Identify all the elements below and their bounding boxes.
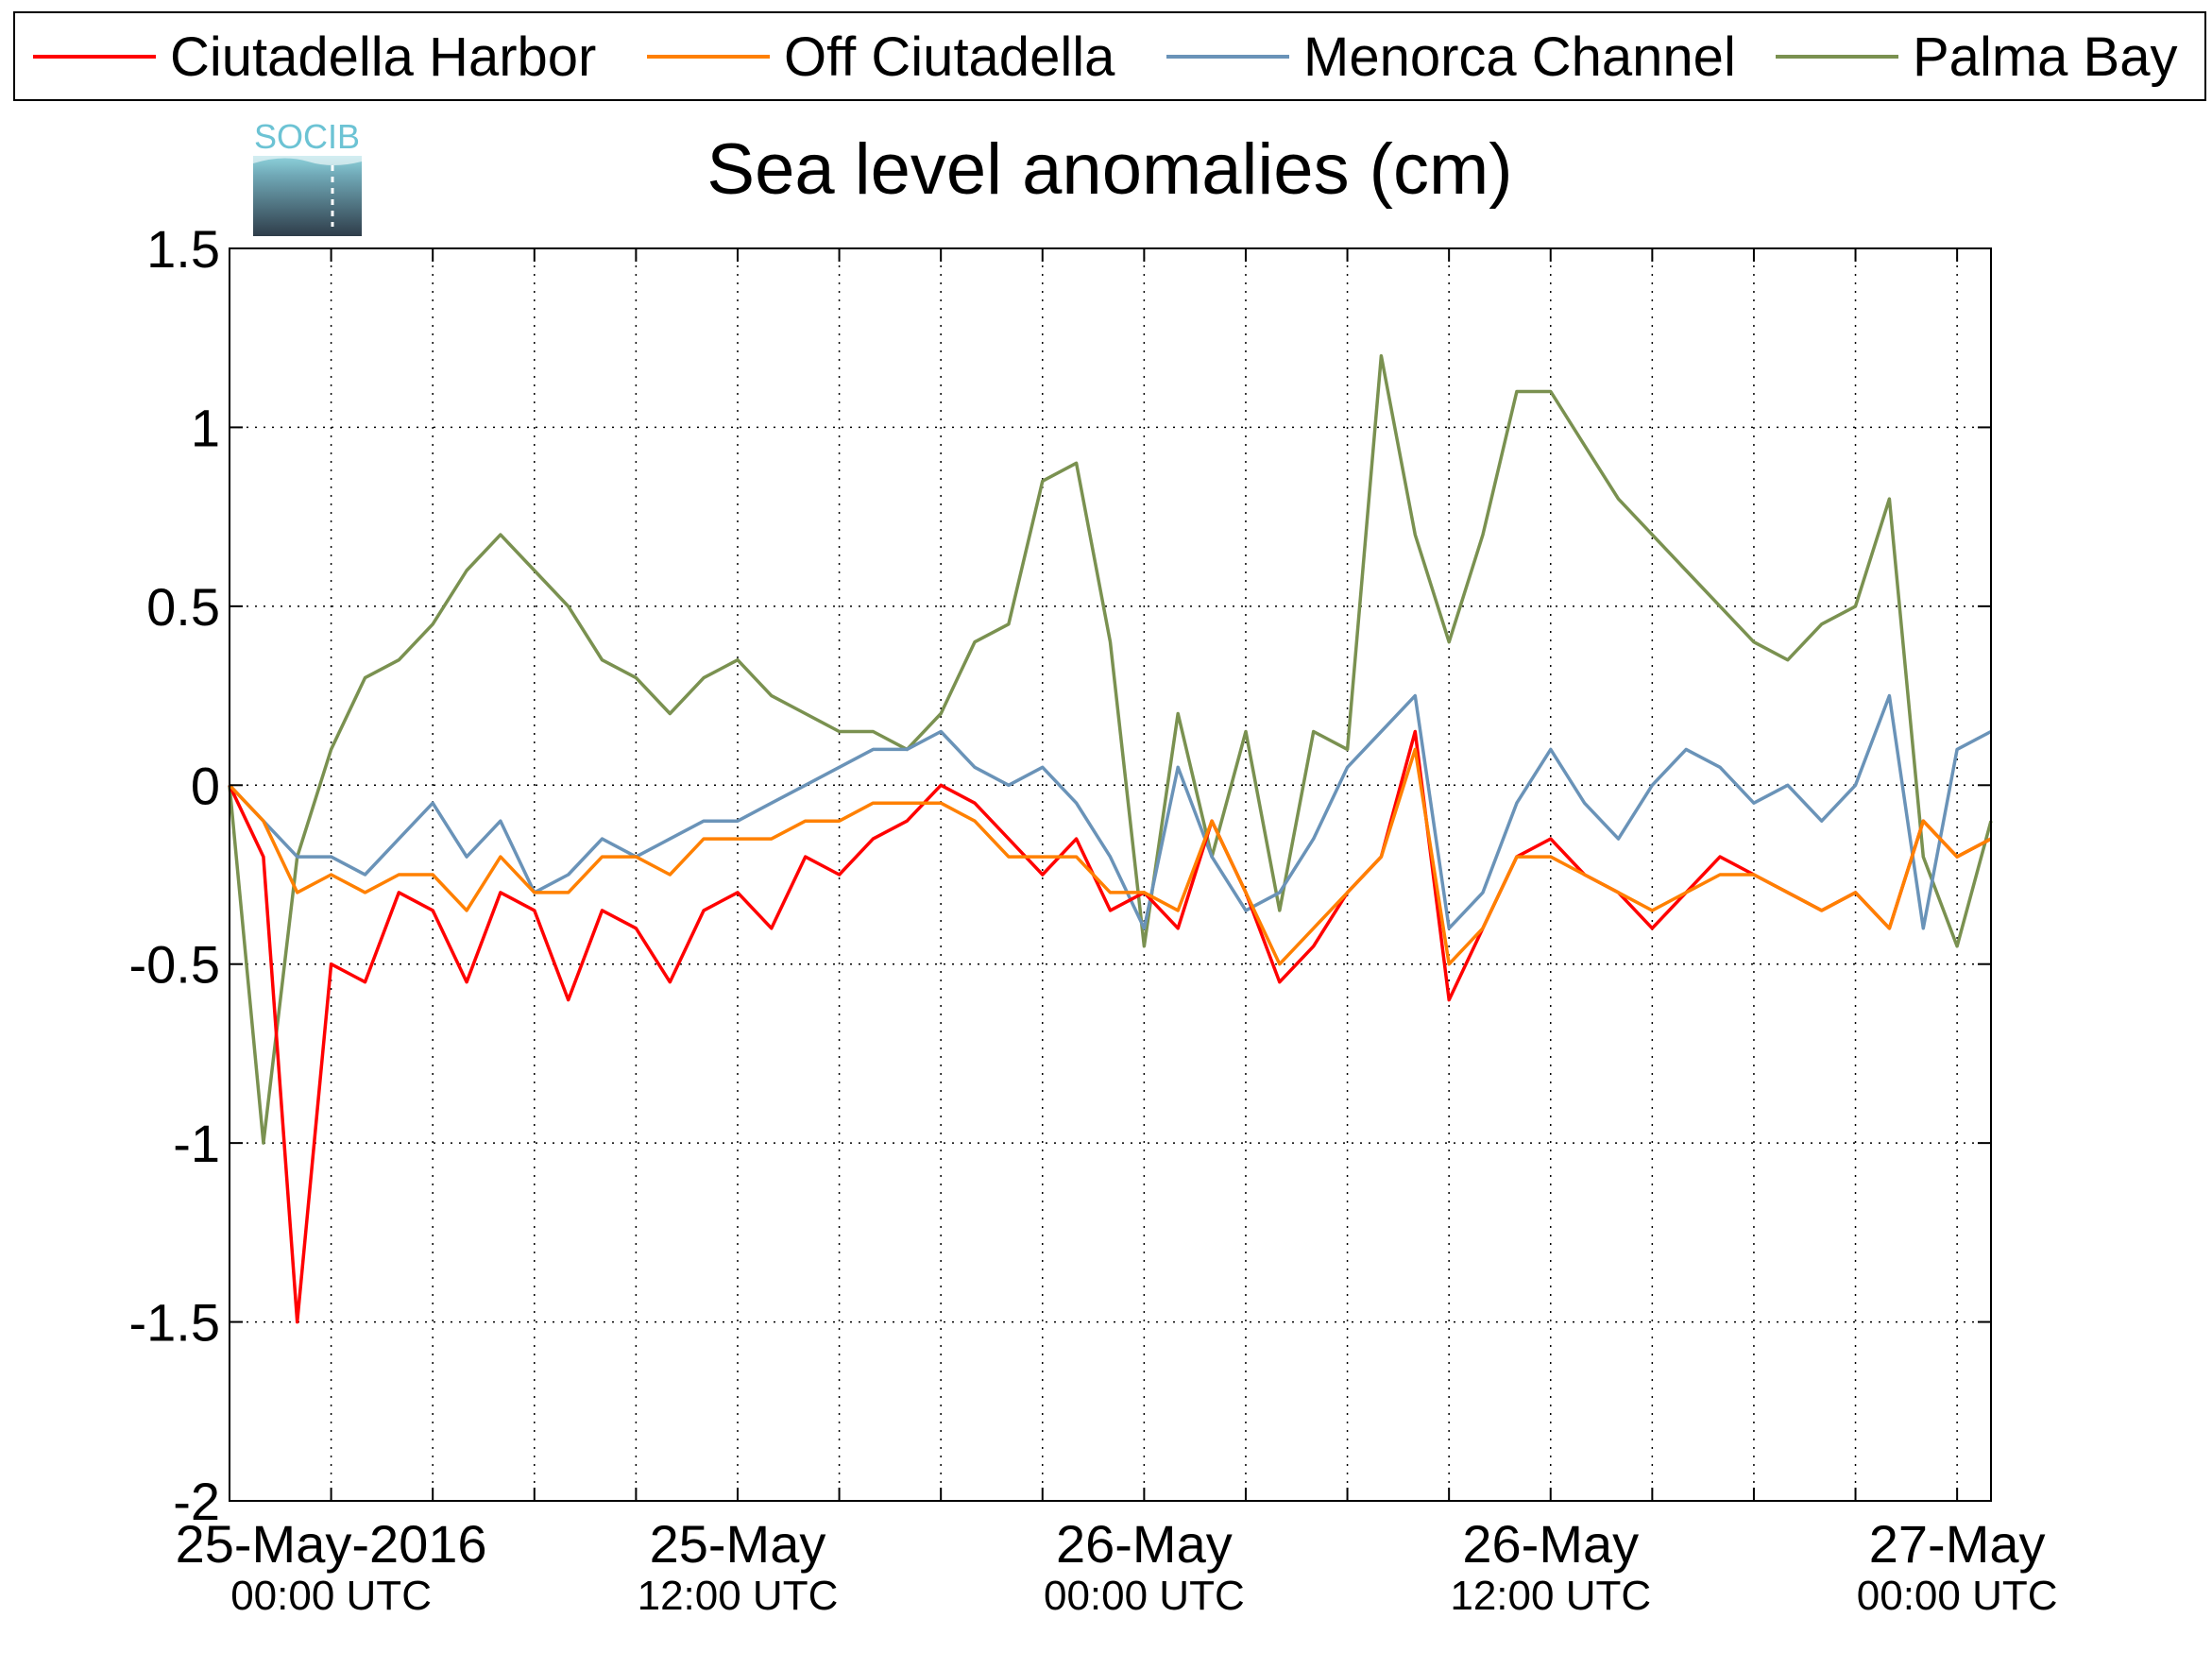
x-tick-label: 26-May (1462, 1514, 1639, 1574)
y-tick-label: -1.5 (129, 1293, 221, 1353)
chart-title: Sea level anomalies (cm) (706, 129, 1512, 210)
y-tick-label: 1 (191, 398, 220, 457)
series-layer (228, 353, 1993, 1324)
y-tick-label: 0 (191, 756, 220, 815)
x-tick-sublabel: 00:00 UTC (1857, 1573, 2058, 1619)
legend-label: Ciutadella Harbor (170, 26, 596, 88)
socib-logo: SOCIB (253, 117, 362, 236)
legend-label: Off Ciutadella (784, 26, 1115, 88)
y-tick-label: 1.5 (146, 219, 220, 279)
x-tick-label: 27-May (1869, 1514, 2046, 1574)
plot-border (229, 247, 1992, 1502)
y-tick-label: -2 (173, 1472, 220, 1531)
series-line-off-ciutadella (228, 747, 1992, 966)
y-tick-label: -0.5 (129, 935, 221, 995)
legend: Ciutadella Harbor Off Ciutadella Menorca C… (13, 11, 2206, 101)
x-tick-sublabel: 12:00 UTC (638, 1573, 839, 1619)
x-tick-label: 25-May-2016 (176, 1514, 487, 1574)
x-tick-sublabel: 12:00 UTC (1450, 1573, 1651, 1619)
x-tick-label: 25-May (650, 1514, 826, 1574)
y-tick-label: 0.5 (146, 577, 220, 637)
series-line-menorca-channel (228, 693, 1992, 930)
logo-text: SOCIB (254, 117, 360, 156)
x-tick-sublabel: 00:00 UTC (1044, 1573, 1245, 1619)
y-tick-labels: -2 -1.5 -1 -0.5 0 0.5 1 1.5 (129, 219, 221, 1531)
y-tick-label: -1 (173, 1114, 220, 1173)
ticks (230, 247, 1991, 1502)
legend-label: Palma Bay (1913, 26, 2177, 88)
legend-label: Menorca Channel (1303, 26, 1736, 88)
x-tick-label: 26-May (1056, 1514, 1233, 1574)
series-line-ciutadella-harbor (228, 729, 1992, 1324)
x-tick-sublabel: 00:00 UTC (230, 1573, 432, 1619)
series-line-palma-bay (228, 353, 1993, 1145)
